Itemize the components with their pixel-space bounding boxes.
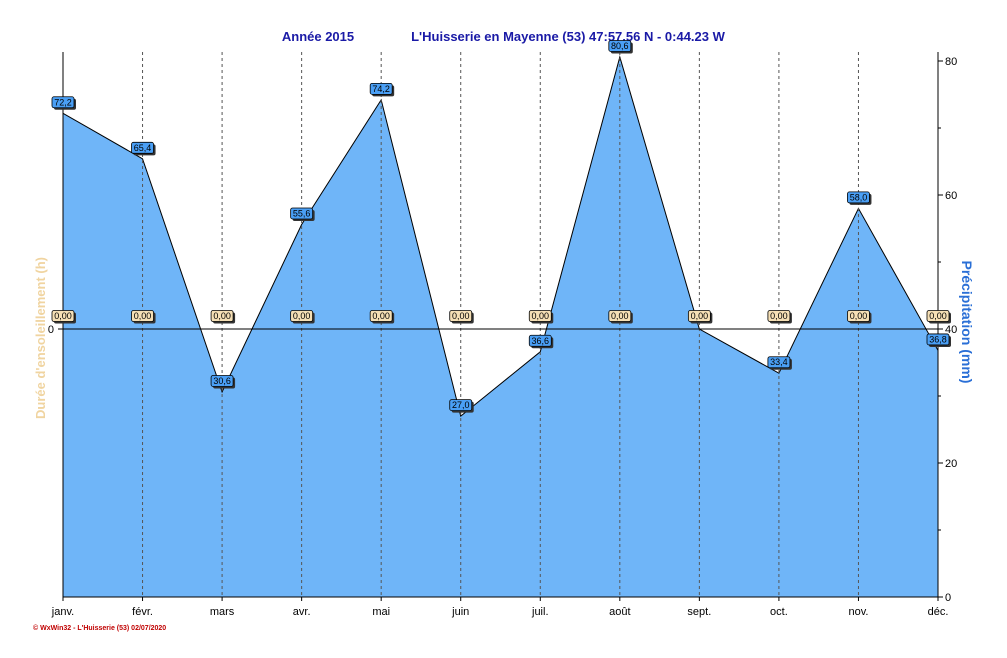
precipitation-data-label: 80,6	[611, 41, 629, 51]
sunshine-data-label-box	[131, 310, 154, 322]
precipitation-data-label-box	[767, 356, 791, 369]
precipitation-area	[62, 55, 939, 598]
left-axis-label: Durée d'ensoleillement (h)	[33, 257, 48, 419]
x-tick-label: déc.	[928, 606, 949, 618]
x-tick-label: avr.	[293, 606, 311, 618]
precipitation-area-fill	[63, 56, 938, 598]
precipitation-data-label: 74,2	[372, 84, 390, 94]
data-labels: 72,2 65,4 30,6 55,6 74,2 27,0 36,6 80,6 33,4 58,0…	[51, 40, 951, 413]
x-tick-label: sept.	[687, 606, 711, 618]
precipitation-data-label-box	[449, 399, 473, 412]
right-tick-label: 20	[945, 458, 957, 470]
x-tick-label: juil.	[531, 606, 549, 618]
axes: janv. févr. mars avr. mai juin juil. août sept. o…	[48, 52, 957, 618]
precipitation-data-label: 27,0	[452, 400, 470, 410]
sunshine-data-label-box	[210, 310, 234, 322]
precipitation-data-label: 36,6	[532, 336, 550, 346]
precipitation-data-label-box	[210, 375, 234, 387]
x-tick-label: août	[609, 606, 630, 618]
precipitation-data-label: 33,4	[770, 357, 788, 367]
sunshine-data-label: 0,00	[372, 311, 390, 321]
sunshine-data-label-box	[847, 310, 870, 322]
precipitation-data-label: 65,4	[134, 143, 152, 153]
precipitation-data-label: 58,0	[850, 192, 868, 202]
precipitation-line	[62, 55, 939, 417]
sunshine-data-label-box	[369, 310, 393, 322]
x-tick-label: mai	[372, 606, 390, 618]
sunshine-data-label: 0,00	[532, 311, 550, 321]
sunshine-data-label: 0,00	[770, 311, 788, 321]
precipitation-data-label: 72,2	[54, 97, 72, 107]
precipitation-data-label-box	[131, 141, 154, 154]
x-tick-label: juin	[451, 606, 469, 618]
sunshine-data-label-box	[687, 310, 711, 322]
sunshine-data-label-box	[767, 310, 791, 322]
precipitation-data-label: 55,6	[293, 208, 311, 218]
x-tick-label: oct.	[770, 606, 788, 618]
sunshine-data-label-box	[528, 310, 552, 322]
x-tick-label: janv.	[51, 606, 74, 618]
precipitation-data-label-box	[528, 334, 552, 347]
footer-credit: © WxWin32 - L'Huisserie (53) 02/07/2020	[33, 624, 166, 632]
sunshine-data-label: 0,00	[54, 311, 72, 321]
sunshine-data-label: 0,00	[452, 311, 470, 321]
sunshine-data-label: 0,00	[213, 311, 231, 321]
x-tick-label: mars	[210, 606, 235, 618]
right-tick-label: 60	[945, 190, 957, 202]
precipitation-data-label-box	[926, 333, 950, 346]
chart-title-location: L'Huisserie en Mayenne (53) 47:57.56 N -…	[411, 29, 726, 44]
precipitation-data-label-box	[847, 191, 870, 204]
precipitation-data-label-box	[51, 96, 75, 109]
sunshine-data-label: 0,00	[293, 311, 311, 321]
precipitation-data-label-box	[608, 40, 632, 52]
precipitation-data-label-box	[369, 82, 393, 95]
sunshine-data-label: 0,00	[691, 311, 709, 321]
sunshine-data-label: 0,00	[929, 311, 947, 321]
x-tick-label: nov.	[848, 606, 868, 618]
right-tick-label: 80	[945, 56, 957, 68]
precipitation-data-label: 30,6	[213, 376, 231, 386]
right-tick-label: 40	[945, 324, 957, 336]
right-tick-label: 0	[945, 592, 951, 604]
precipitation-data-label: 36,8	[929, 334, 947, 344]
sunshine-data-label: 0,00	[850, 311, 868, 321]
chart-title-year: Année 2015	[282, 29, 354, 44]
precipitation-data-label-box	[290, 207, 314, 220]
x-tick-label: févr.	[132, 606, 153, 618]
sunshine-data-label-box	[449, 310, 473, 322]
sunshine-data-label: 0,00	[611, 311, 629, 321]
sunshine-data-label: 0,00	[134, 311, 152, 321]
sunshine-data-label-box	[290, 310, 314, 322]
left-tick-label: 0	[48, 324, 54, 336]
sunshine-data-label-box	[926, 310, 950, 322]
right-axis-label: Précipitation (mm)	[959, 261, 975, 384]
sunshine-data-label-box	[608, 310, 632, 322]
sunshine-data-label-box	[51, 310, 75, 322]
